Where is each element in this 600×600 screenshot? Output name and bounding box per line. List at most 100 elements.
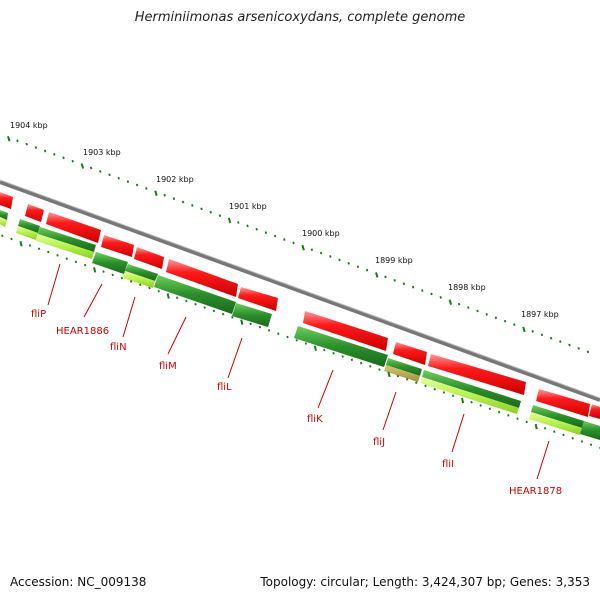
scale-tick (405, 378, 409, 381)
gene-arrow[interactable] (0, 210, 8, 220)
scale-tick (43, 149, 47, 153)
gene-leader-line (83, 283, 103, 318)
scale-tick (470, 401, 473, 404)
scale-tick (356, 265, 360, 269)
gene-arrow[interactable] (238, 287, 278, 311)
scale-tick (111, 273, 114, 277)
scale-tick (378, 368, 381, 371)
gene-arrow[interactable] (232, 303, 272, 327)
scale-tick (53, 153, 56, 156)
gene-arrow[interactable] (16, 226, 38, 240)
gene-label-flip[interactable]: fliP (31, 309, 46, 320)
scale-tick (135, 183, 139, 187)
gene-arrow[interactable] (25, 204, 44, 222)
scale-tick (301, 244, 305, 251)
scale-tick (295, 338, 298, 342)
scale-tick (191, 204, 194, 207)
scale-tick (120, 276, 124, 280)
gene-arrow[interactable] (0, 192, 13, 209)
scale-tick (507, 414, 510, 417)
scale-tick (62, 156, 65, 160)
scale-tick (249, 322, 252, 326)
gene-label-flij[interactable]: fliJ (373, 437, 385, 448)
gene-leader-line (536, 440, 550, 480)
forward-genes (0, 192, 600, 419)
gene-label-hear1878[interactable]: HEAR1878 (509, 486, 562, 497)
scale-tick (163, 193, 166, 197)
gene-arrow[interactable] (428, 354, 526, 395)
scale-ticks (7, 135, 590, 354)
gene-arrow[interactable] (46, 212, 101, 243)
scale-tick (148, 286, 151, 290)
scale-labels: 1904 kbp 1903 kbp 1902 kbp 1901 kbp 1900 kbp… (10, 121, 559, 319)
scale-tick (467, 306, 470, 309)
scale-label: 1903 kbp (83, 148, 121, 157)
scale-tick (589, 443, 593, 446)
gene-arrow[interactable] (294, 326, 388, 367)
reverse-genes (0, 210, 600, 440)
gene-arrow[interactable] (166, 259, 238, 297)
inner-ticks (1, 234, 600, 450)
scale-tick (562, 433, 565, 437)
scale-tick (503, 319, 507, 323)
scale-tick (485, 313, 488, 316)
gene-leader-line (227, 337, 243, 379)
scale-tick (273, 234, 277, 238)
gene-arrow[interactable] (386, 358, 422, 376)
scale-tick (200, 207, 203, 211)
gene-arrow[interactable] (384, 365, 420, 382)
scale-tick (430, 292, 433, 296)
scale-tick (47, 250, 50, 254)
gene-arrow[interactable] (154, 275, 236, 314)
scale-tick (369, 365, 372, 368)
scale-tick (126, 180, 130, 183)
gene-arrow[interactable] (92, 252, 128, 274)
scale-tick (7, 135, 11, 142)
scale-tick (181, 200, 185, 204)
gene-arrow[interactable] (125, 264, 158, 281)
gene-label-hear1886[interactable]: HEAR1886 (56, 326, 109, 337)
gene-label-flii[interactable]: fliI (442, 459, 454, 470)
gene-arrow[interactable] (422, 370, 521, 408)
gene-label-flil[interactable]: fliL (217, 382, 232, 393)
scale-label: 1900 kbp (302, 229, 340, 238)
gene-arrow[interactable] (531, 405, 584, 428)
gene-leader-line (382, 391, 397, 431)
gene-arrow[interactable] (420, 377, 519, 414)
scale-tick (34, 146, 38, 149)
gene-arrow[interactable] (18, 219, 40, 233)
gene-label-leaders (47, 263, 550, 480)
gene-arrow[interactable] (580, 421, 600, 440)
gene-arrow[interactable] (123, 271, 155, 288)
scale-tick (37, 247, 41, 251)
scale-tick (99, 170, 102, 173)
gene-arrow[interactable] (134, 247, 164, 269)
scale-tick (139, 283, 142, 286)
scale-tick (461, 397, 465, 404)
genome-backbone (0, 179, 600, 402)
scale-tick (476, 309, 479, 313)
scale-tick (568, 343, 571, 347)
gene-arrow[interactable] (589, 404, 600, 419)
gene-arrow[interactable] (529, 412, 582, 435)
gene-arrow[interactable] (303, 311, 388, 351)
scale-tick (286, 335, 289, 339)
gene-arrow[interactable] (0, 217, 7, 227)
gene-label-flim[interactable]: fliM (159, 361, 177, 372)
gene-arrow[interactable] (101, 235, 134, 257)
gene-label-flin[interactable]: fliN (110, 342, 127, 353)
scale-tick (240, 319, 244, 325)
gene-arrow[interactable] (38, 227, 96, 252)
gene-arrow[interactable] (393, 342, 427, 365)
gene-label-flik[interactable]: fliK (307, 414, 323, 425)
scale-tick (439, 296, 442, 299)
scale-tick (531, 330, 534, 333)
scale-tick (497, 410, 501, 414)
gene-arrow[interactable] (36, 234, 94, 259)
scale-tick (387, 371, 391, 378)
scale-tick (411, 285, 415, 289)
gene-arrow[interactable] (536, 389, 590, 417)
scale-tick (424, 384, 427, 388)
scale-tick (237, 221, 240, 224)
